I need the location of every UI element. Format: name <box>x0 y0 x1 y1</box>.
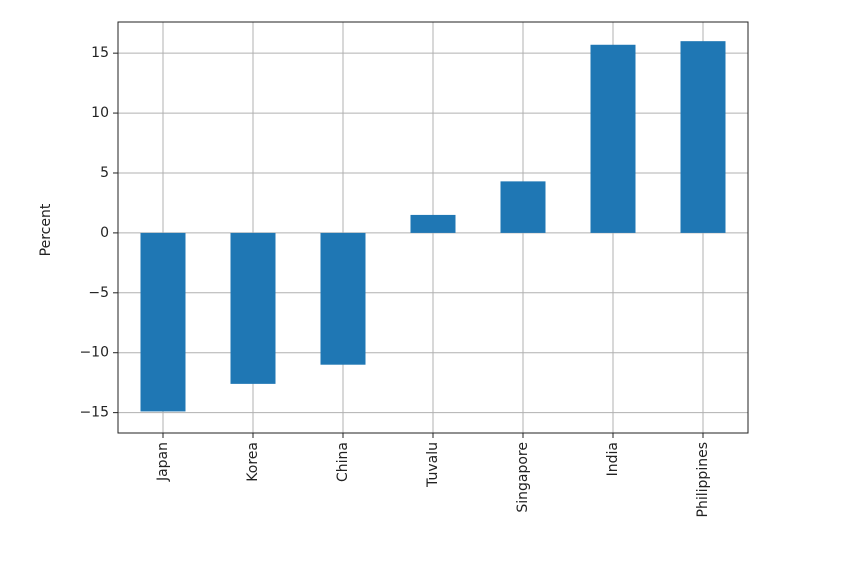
x-tick-label: Singapore <box>515 442 531 513</box>
y-tick-label: 15 <box>91 45 109 61</box>
y-tick-label: −10 <box>79 345 109 361</box>
bar <box>140 232 186 412</box>
plot-frame <box>117 21 749 434</box>
y-tick-label: 10 <box>91 105 109 121</box>
bar <box>590 44 636 233</box>
x-tick-label: China <box>335 442 351 482</box>
bar <box>230 232 276 384</box>
y-tick-label: 5 <box>100 165 109 181</box>
y-axis-label: Percent <box>38 203 54 256</box>
y-tick-label: −15 <box>79 405 109 421</box>
bar <box>320 232 366 365</box>
x-tick-label: Japan <box>155 442 171 482</box>
y-tick-label: −5 <box>88 285 109 301</box>
y-tick-label: 0 <box>100 225 109 241</box>
x-tick-label: Korea <box>245 442 261 482</box>
x-tick-label: Tuvalu <box>425 442 441 488</box>
x-tick-label: Philippines <box>695 442 711 517</box>
bar <box>680 41 726 233</box>
bar <box>500 181 546 233</box>
bar <box>410 214 456 233</box>
x-tick-label: India <box>605 442 621 476</box>
